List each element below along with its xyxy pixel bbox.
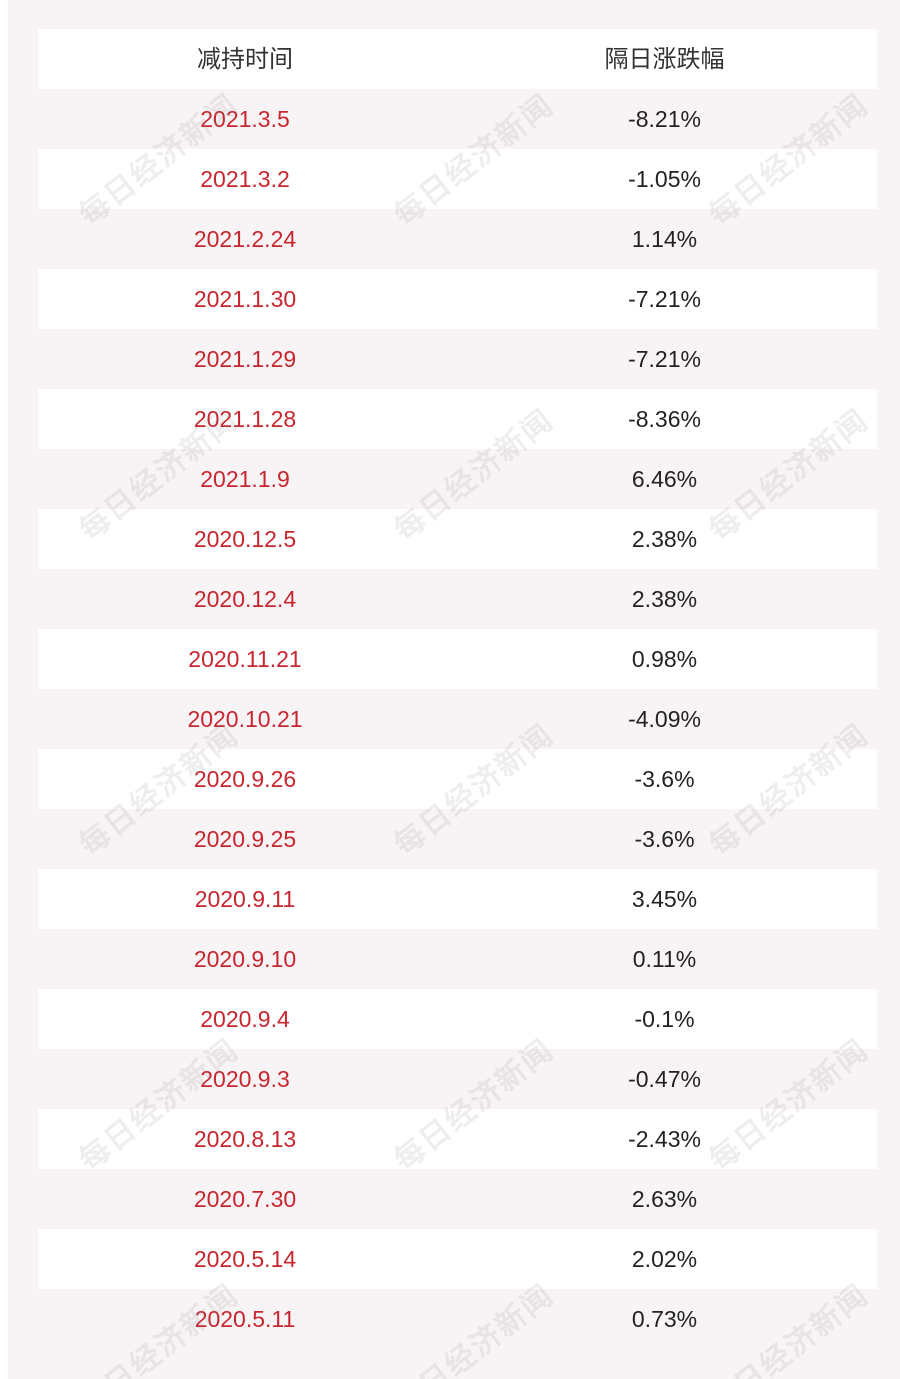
cell-date: 2021.3.2	[200, 166, 290, 192]
table-row: 2020.5.11 0.73%	[38, 1289, 877, 1349]
cell-change: -0.1%	[634, 1006, 695, 1032]
table-row: 2020.9.3 -0.47%	[38, 1049, 877, 1109]
cell-change: -8.36%	[628, 406, 701, 432]
header-change: 隔日涨跌幅	[604, 45, 725, 73]
cell-date: 2021.3.5	[200, 106, 290, 132]
cell-date: 2021.1.28	[193, 406, 297, 432]
table-row: 2021.1.30 -7.21%	[38, 269, 877, 329]
cell-date: 2020.9.11	[194, 886, 296, 912]
cell-change: 0.73%	[631, 1306, 698, 1332]
cell-change: -4.09%	[628, 706, 701, 732]
table-row: 2020.8.13 -2.43%	[38, 1109, 877, 1169]
reduction-table: 减持时间 隔日涨跌幅 2021.3.5 -8.21% 2021.3.2 -1.05% 2…	[38, 29, 877, 1349]
cell-date: 2020.8.13	[193, 1126, 297, 1152]
cell-date: 2020.5.14	[193, 1246, 297, 1272]
cell-date: 2021.1.9	[200, 466, 290, 492]
cell-change: -0.47%	[628, 1066, 701, 1092]
table-header-row: 减持时间 隔日涨跌幅	[38, 29, 877, 89]
cell-date: 2021.1.29	[193, 346, 297, 372]
cell-date: 2020.5.11	[194, 1306, 296, 1332]
cell-date: 2020.7.30	[193, 1186, 297, 1212]
cell-change: 2.02%	[631, 1246, 698, 1272]
table-row: 2020.11.21 0.98%	[38, 629, 877, 689]
table-row: 2020.9.26 -3.6%	[38, 749, 877, 809]
cell-change: -7.21%	[628, 346, 701, 372]
cell-date: 2021.2.24	[193, 226, 297, 252]
table-row: 2020.5.14 2.02%	[38, 1229, 877, 1289]
table-row: 2020.9.4 -0.1%	[38, 989, 877, 1049]
cell-change: -2.43%	[628, 1126, 701, 1152]
cell-change: -7.21%	[628, 286, 701, 312]
cell-date: 2020.10.21	[187, 706, 303, 732]
cell-date: 2020.12.5	[193, 526, 297, 552]
table-row: 2020.12.5 2.38%	[38, 509, 877, 569]
cell-date: 2020.11.21	[188, 646, 302, 672]
cell-date: 2020.9.4	[200, 1006, 290, 1032]
table-row: 2020.12.4 2.38%	[38, 569, 877, 629]
cell-change: 0.11%	[632, 946, 697, 972]
cell-change: 2.38%	[631, 586, 698, 612]
cell-date: 2020.9.25	[193, 826, 297, 852]
cell-change: 0.98%	[631, 646, 698, 672]
cell-change: 2.63%	[631, 1186, 698, 1212]
cell-change: 6.46%	[631, 466, 698, 492]
table-row: 2021.1.29 -7.21%	[38, 329, 877, 389]
table-row: 2020.9.25 -3.6%	[38, 809, 877, 869]
table-row: 2021.2.24 1.14%	[38, 209, 877, 269]
cell-change: 3.45%	[631, 886, 698, 912]
cell-date: 2020.9.3	[200, 1066, 290, 1092]
table-row: 2021.3.2 -1.05%	[38, 149, 877, 209]
table-row: 2021.3.5 -8.21%	[38, 89, 877, 149]
cell-change: -8.21%	[628, 106, 701, 132]
table-row: 2020.7.30 2.63%	[38, 1169, 877, 1229]
cell-date: 2020.9.26	[193, 766, 297, 792]
table-row: 2020.9.10 0.11%	[38, 929, 877, 989]
cell-change: -3.6%	[634, 826, 695, 852]
cell-date: 2020.9.10	[193, 946, 297, 972]
table-row: 2021.1.9 6.46%	[38, 449, 877, 509]
cell-date: 2021.1.30	[193, 286, 297, 312]
cell-date: 2020.12.4	[193, 586, 297, 612]
cell-change: 1.14%	[631, 226, 698, 252]
header-date: 减持时间	[197, 45, 293, 73]
cell-change: 2.38%	[631, 526, 698, 552]
cell-change: -3.6%	[634, 766, 695, 792]
table-row: 2020.10.21 -4.09%	[38, 689, 877, 749]
table-row: 2020.9.11 3.45%	[38, 869, 877, 929]
cell-change: -1.05%	[628, 166, 701, 192]
table-row: 2021.1.28 -8.36%	[38, 389, 877, 449]
